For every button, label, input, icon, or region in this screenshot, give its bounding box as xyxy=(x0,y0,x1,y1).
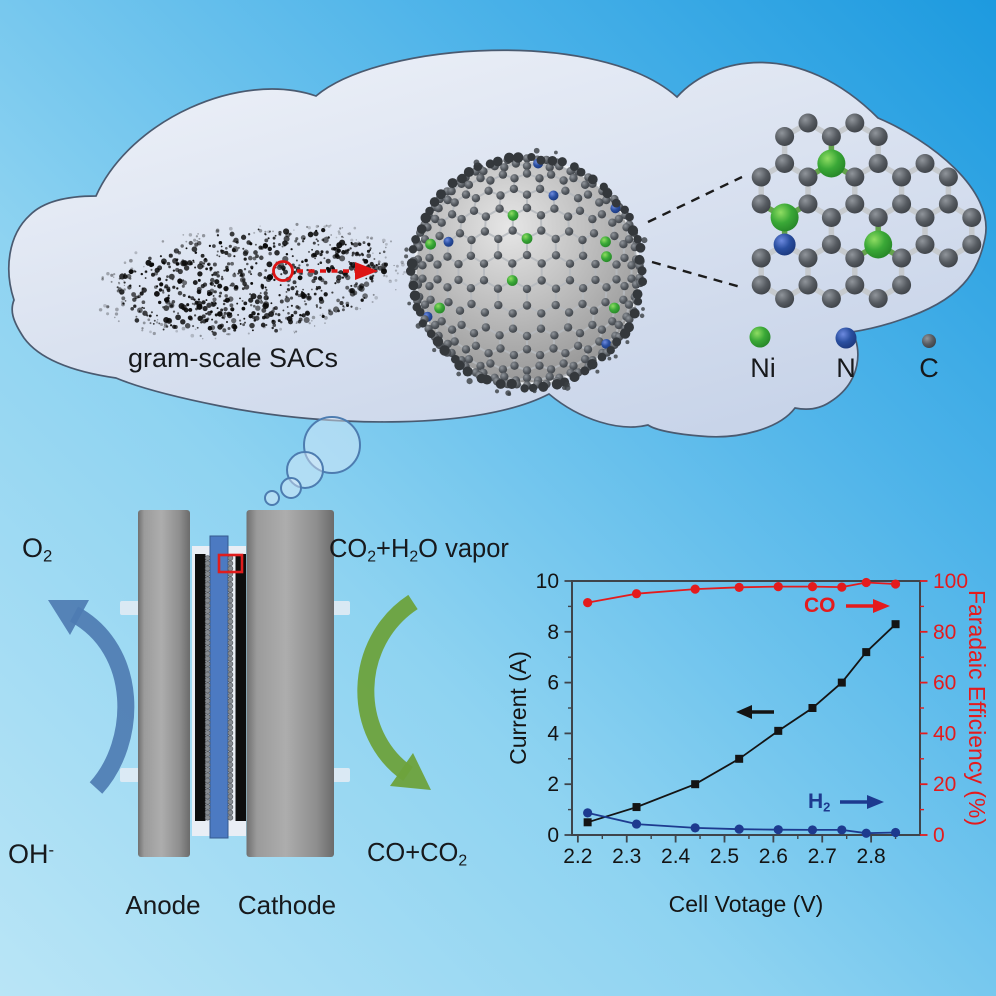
svg-text:10: 10 xyxy=(536,570,559,593)
svg-text:2.7: 2.7 xyxy=(808,845,837,868)
svg-text:Current (A): Current (A) xyxy=(505,651,531,765)
ni-n-c-molecule xyxy=(751,113,982,308)
callout-dashed-lines xyxy=(647,175,745,290)
co-series-annotation: CO xyxy=(804,594,890,618)
svg-text:80: 80 xyxy=(933,621,956,644)
svg-text:40: 40 xyxy=(933,722,956,745)
legend-label-c: C xyxy=(919,353,939,383)
catalyst-highlight-box xyxy=(217,553,244,574)
svg-text:0: 0 xyxy=(547,824,559,847)
electrolyzer xyxy=(120,510,350,857)
cathode-cylinder xyxy=(246,510,334,857)
svg-text:4: 4 xyxy=(547,722,559,745)
h2-annotation-text: H2 xyxy=(808,790,831,815)
sac-powder-cluster xyxy=(98,222,410,340)
o2-label: O2 xyxy=(22,533,53,566)
co-co2-label: CO+CO2 xyxy=(367,839,468,870)
anode-label: Anode xyxy=(125,890,201,920)
co-annotation-text: CO xyxy=(804,594,836,617)
svg-text:2.3: 2.3 xyxy=(612,845,641,868)
right-arrow-icon xyxy=(845,599,890,613)
co2-flow-arrow xyxy=(357,594,418,781)
legend-label-n: N xyxy=(836,353,856,383)
anode-cylinder xyxy=(138,510,190,857)
h2-series-annotation: H2 xyxy=(808,790,885,815)
membrane xyxy=(209,535,229,839)
svg-text:0: 0 xyxy=(933,824,945,847)
flow-arrows xyxy=(48,594,431,794)
legend-ball-c xyxy=(922,334,936,348)
svg-text:2.4: 2.4 xyxy=(661,845,691,868)
svg-text:60: 60 xyxy=(933,672,956,695)
performance-chart: 2.2 2.3 2.4 2.5 2.6 2.7 2.8 0 2 4 6 8 10 0 20 40 60 80 100… xyxy=(498,556,990,976)
atom-legend-balls xyxy=(749,326,936,349)
o2-flow-arrow xyxy=(69,606,135,794)
left-arrow-icon xyxy=(736,705,774,719)
gde-layer-left xyxy=(195,554,206,821)
oh-label: OH- xyxy=(8,839,55,869)
svg-text:6: 6 xyxy=(547,672,559,695)
current-series-annotation xyxy=(736,704,776,720)
thought-bubbles xyxy=(264,416,361,506)
gde-layer-right xyxy=(235,554,246,821)
legend-ball-ni xyxy=(749,326,771,348)
svg-text:2: 2 xyxy=(547,773,559,796)
chart-plot: 2.2 2.3 2.4 2.5 2.6 2.7 2.80246810020406080100… xyxy=(505,570,990,917)
legend-label-ni: Ni xyxy=(750,353,776,383)
svg-text:Cell Votage (V): Cell Votage (V) xyxy=(669,891,824,917)
zoom-callout-red xyxy=(272,260,378,282)
svg-text:2.6: 2.6 xyxy=(759,845,788,868)
powder-label: gram-scale SACs xyxy=(128,343,339,373)
legend-ball-n xyxy=(835,327,857,349)
cathode-label: Cathode xyxy=(237,890,337,920)
svg-text:8: 8 xyxy=(547,621,559,644)
svg-text:Faradaic Efficiency (%): Faradaic Efficiency (%) xyxy=(964,590,990,826)
right-arrow-icon xyxy=(840,795,885,810)
svg-text:100: 100 xyxy=(933,570,968,593)
svg-text:20: 20 xyxy=(933,773,956,796)
co2-h2o-vapor-label: CO2+H2O vapor xyxy=(329,535,509,566)
svg-text:2.2: 2.2 xyxy=(563,845,592,868)
carbon-sphere xyxy=(404,147,648,396)
svg-text:2.5: 2.5 xyxy=(710,845,739,868)
svg-text:2.8: 2.8 xyxy=(857,845,886,868)
